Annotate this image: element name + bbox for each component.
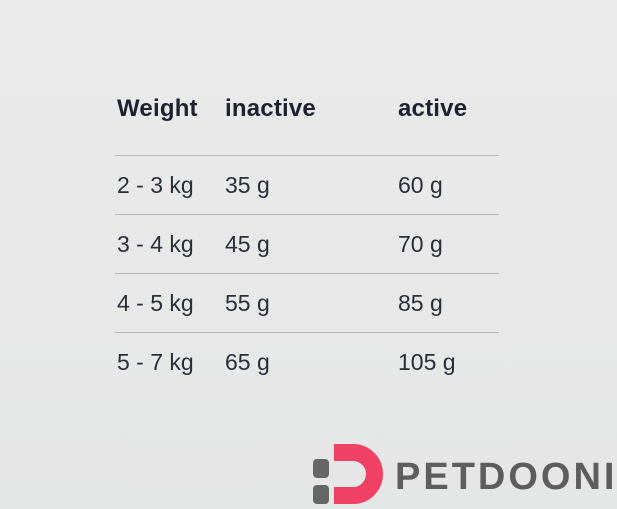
inactive-amount-cell: 35 g [225, 171, 270, 198]
table-row: 2 - 3 kg 35 g 60 g [115, 156, 499, 214]
inactive-amount-cell: 55 g [225, 289, 270, 316]
row-divider [115, 155, 499, 156]
logo-square-bottom-icon [313, 485, 329, 504]
brand-wordmark: PETDOONI [395, 455, 617, 498]
petdooni-logo-mark-icon [311, 442, 384, 506]
feeding-table: Weight inactive active 2 - 3 kg 35 g 60 … [115, 0, 499, 391]
petdooni-logo: PETDOONI [311, 442, 617, 506]
table-row: 5 - 7 kg 65 g 105 g [115, 333, 499, 391]
row-divider [115, 214, 499, 215]
table-row: 3 - 4 kg 45 g 70 g [115, 215, 499, 273]
column-header-active: active [398, 95, 468, 122]
row-divider [115, 332, 499, 333]
column-header-inactive: inactive [225, 95, 316, 122]
active-amount-cell: 105 g [398, 348, 456, 375]
table-header-row: Weight inactive active [115, 93, 499, 124]
inactive-amount-cell: 45 g [225, 230, 270, 257]
table-row: 4 - 5 kg 55 g 85 g [115, 274, 499, 332]
logo-d-horseshoe-icon [334, 444, 383, 504]
inactive-amount-cell: 65 g [225, 348, 270, 375]
weight-range-cell: 3 - 4 kg [117, 230, 194, 257]
weight-range-cell: 5 - 7 kg [117, 348, 194, 375]
column-header-weight: Weight [117, 95, 198, 122]
weight-range-cell: 4 - 5 kg [117, 289, 194, 316]
active-amount-cell: 70 g [398, 230, 443, 257]
weight-range-cell: 2 - 3 kg [117, 171, 194, 198]
row-divider [115, 273, 499, 274]
active-amount-cell: 60 g [398, 171, 443, 198]
logo-square-top-icon [313, 459, 329, 478]
active-amount-cell: 85 g [398, 289, 443, 316]
